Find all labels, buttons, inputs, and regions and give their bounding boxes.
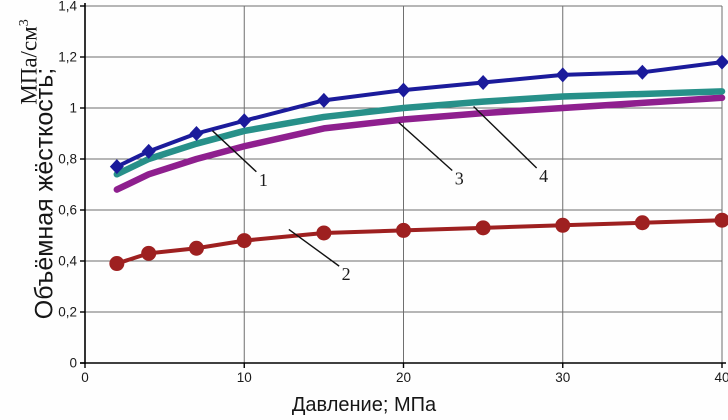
series-1-marker: [396, 82, 411, 98]
series-2-marker: [555, 217, 571, 233]
series-2-marker: [141, 245, 157, 261]
curve-leader-line: [398, 122, 453, 172]
curve-label-3: 3: [455, 169, 464, 189]
series-1-marker: [715, 54, 728, 70]
series-4-line: [113, 88, 726, 178]
curve-label-1: 1: [259, 170, 268, 190]
y-tick-label: 0: [69, 356, 77, 371]
x-tick-label: 30: [555, 370, 570, 385]
series-2-marker: [475, 220, 491, 236]
y-tick-label: 0,6: [58, 203, 77, 218]
series-2-marker: [316, 225, 332, 241]
series-1-marker: [635, 64, 650, 80]
x-tick-label: 0: [81, 370, 89, 385]
x-tick-label: 20: [396, 370, 411, 385]
y-tick-label: 1: [69, 101, 77, 116]
series-2-marker: [634, 215, 650, 231]
series-1-marker: [189, 126, 204, 141]
series-2-marker: [714, 212, 728, 228]
y-tick-label: 0,4: [58, 254, 77, 269]
series-1-line: [114, 60, 724, 169]
series-1-marker: [141, 143, 156, 159]
curve-leader-line: [288, 228, 340, 267]
plot-area: 0 0,2 0,4 0,6 0,8 1 1,2 1,4 0 10 20 30 40 1 2 3 4: [58, 0, 728, 385]
series-2-marker: [109, 256, 125, 272]
y-tick-label: 0,8: [58, 152, 77, 167]
series-1-marker: [237, 113, 252, 129]
x-tick-label: 40: [714, 370, 728, 385]
series-2-line: [114, 218, 724, 266]
x-tick-label: 10: [237, 370, 252, 385]
series-1-marker: [476, 75, 491, 90]
series-2-marker: [396, 222, 411, 238]
series-1-marker: [109, 159, 124, 175]
y-tick-label: 1,4: [58, 0, 77, 14]
series-2-marker: [236, 233, 252, 249]
curve-leader-line: [211, 130, 257, 173]
y-tick-label: 0,2: [58, 305, 77, 320]
curve-leader-line: [473, 105, 538, 169]
curve-label-4: 4: [539, 166, 548, 186]
curve-label-2: 2: [342, 264, 351, 284]
series-3-line: [113, 94, 726, 193]
series-1-marker: [316, 92, 331, 108]
y-tick-label: 1,2: [58, 50, 77, 65]
series-2-marker: [188, 240, 204, 256]
x-axis-title: Давление; МПа: [291, 394, 437, 416]
series-1-marker: [555, 67, 570, 83]
